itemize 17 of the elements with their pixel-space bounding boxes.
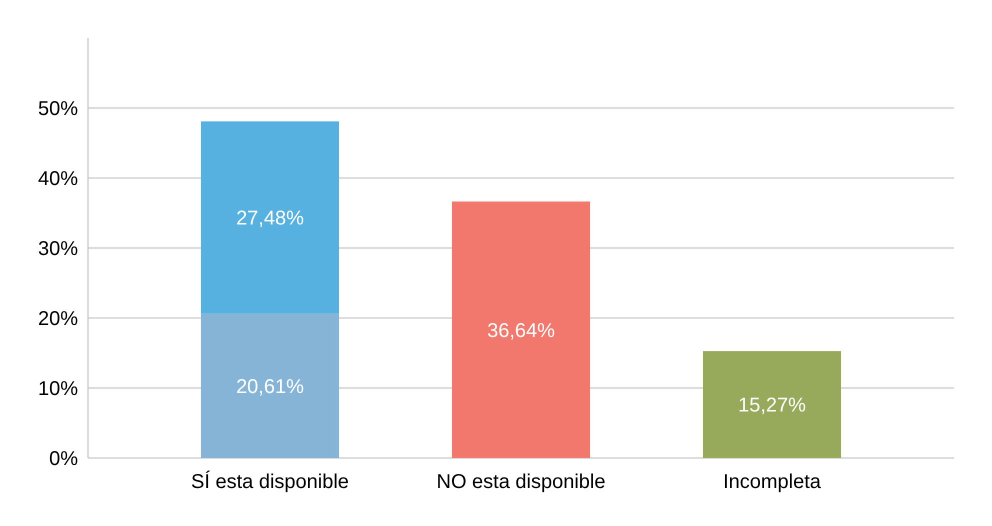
y-tick-label: 0% [49,448,78,470]
data-label: 36,64% [487,320,556,342]
data-label: 15,27% [738,394,806,417]
bar [200,121,340,314]
bar [702,351,842,458]
y-tick-label: 50% [38,98,78,120]
data-label: 27,48% [236,208,304,230]
bar [200,314,340,458]
y-tick-label: 30% [38,238,78,260]
y-tick-label: 40% [38,168,78,190]
data-label: 20,61% [236,376,304,398]
y-tick-label: 10% [38,378,78,400]
x-tick-label: SÍ esta disponible [191,470,349,493]
y-tick-label: 20% [38,308,78,330]
bar [452,202,590,458]
x-tick-label: NO esta disponible [436,471,606,493]
x-tick-label: Incompleta [723,471,822,493]
